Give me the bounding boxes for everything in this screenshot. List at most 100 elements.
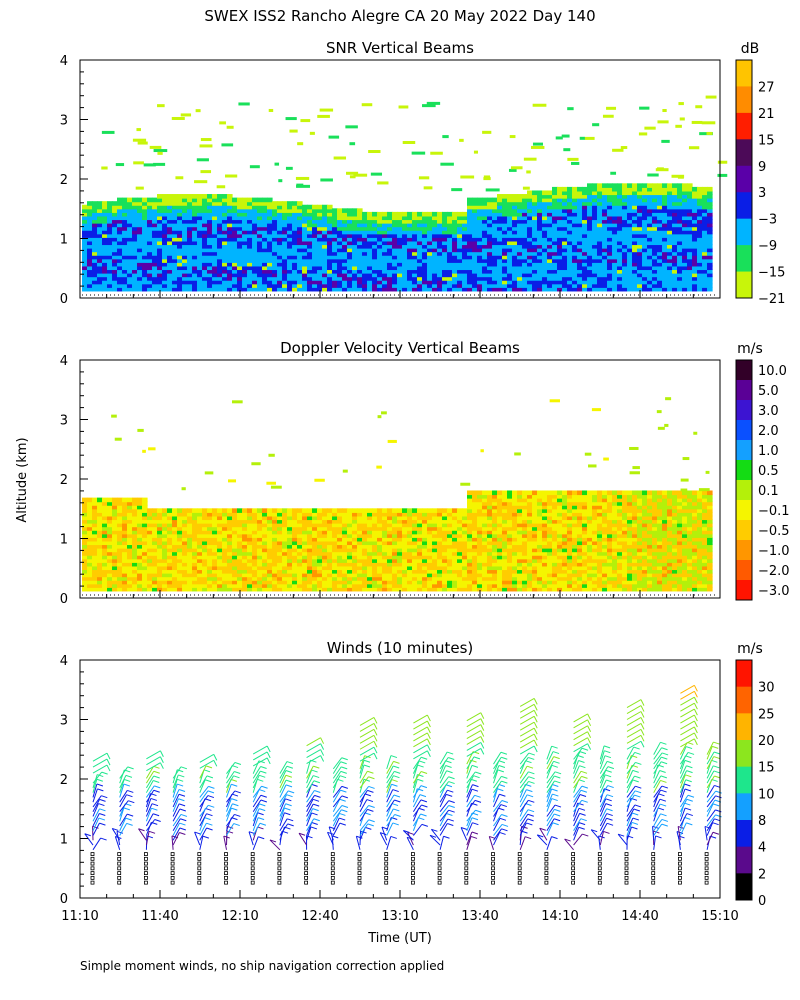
doppler-cell: [107, 511, 113, 517]
snr-cell: [332, 286, 338, 292]
snr-cell: [362, 261, 368, 267]
doppler-cell: [202, 522, 208, 528]
snr-cell: [257, 204, 263, 210]
doppler-cell: [297, 533, 303, 538]
snr-cell: [552, 201, 558, 206]
doppler-cell: [357, 515, 363, 521]
doppler-cell: [292, 576, 298, 581]
snr-cell: [347, 272, 353, 278]
snr-cell: [537, 279, 543, 285]
snr-cell: [697, 186, 703, 192]
doppler-cell: [307, 536, 313, 542]
snr-cell: [237, 276, 243, 281]
snr-cell: [217, 215, 223, 221]
snr-cell: [127, 215, 133, 221]
snr-cell: [312, 258, 318, 263]
snr-cell: [512, 283, 518, 288]
snr-cell: [307, 251, 313, 256]
snr-cell: [332, 265, 338, 271]
doppler-cell: [107, 529, 113, 535]
doppler-cell: [392, 536, 398, 542]
snr-cell: [422, 258, 428, 263]
snr-cell: [102, 254, 108, 260]
doppler-cell: [187, 551, 193, 556]
doppler-cell: [332, 583, 338, 588]
snr-cell: [87, 222, 93, 228]
snr-cell: [637, 251, 643, 256]
doppler-cell: [212, 529, 218, 535]
snr-cell: [172, 286, 178, 292]
snr-cell: [622, 261, 628, 267]
snr-cell: [637, 201, 643, 206]
snr-cell: [127, 219, 133, 224]
doppler-cell: [387, 529, 393, 535]
snr-cell: [512, 240, 518, 246]
snr-cell: [577, 219, 583, 224]
snr-cell: [617, 211, 623, 217]
snr-cell: [317, 261, 323, 267]
doppler-cell: [147, 572, 153, 578]
doppler-cell: [117, 586, 123, 592]
doppler-cell: [107, 501, 113, 506]
snr-cell: [122, 219, 128, 224]
doppler-cell: [352, 529, 358, 535]
snr-cell: [302, 204, 308, 210]
doppler-cell: [132, 572, 138, 578]
snr-cell: [482, 130, 492, 134]
snr-cell: [182, 229, 188, 235]
snr-cell: [467, 215, 473, 221]
snr-cell: [622, 208, 628, 213]
snr-cell: [702, 272, 708, 278]
doppler-cell: [122, 511, 128, 517]
snr-cell: [472, 211, 478, 217]
snr-cell: [347, 261, 353, 267]
snr-cell: [577, 276, 583, 281]
snr-cell: [157, 240, 163, 246]
doppler-cell: [82, 529, 88, 535]
snr-cell: [92, 244, 98, 249]
doppler-cell: [317, 511, 323, 517]
snr-cell: [162, 258, 168, 263]
snr-cell: [397, 251, 403, 256]
doppler-cell: [342, 586, 348, 592]
doppler-cell: [207, 533, 213, 538]
snr-cell: [582, 272, 588, 278]
doppler-cell: [357, 508, 363, 513]
snr-cell: [317, 251, 323, 256]
snr-cell: [377, 286, 383, 292]
snr-cell: [587, 215, 593, 221]
snr-cell: [107, 211, 113, 217]
snr-cell: [237, 251, 243, 256]
snr-cell: [202, 276, 208, 281]
snr-cell: [162, 251, 168, 256]
doppler-cell: [152, 540, 158, 546]
snr-cell: [157, 194, 163, 199]
snr-cell: [182, 251, 188, 256]
doppler-cell: [267, 558, 273, 563]
doppler-cell: [257, 515, 263, 521]
doppler-cell: [362, 536, 368, 542]
snr-cell: [507, 229, 513, 235]
doppler-cell: [292, 561, 298, 567]
snr-cell: [296, 184, 311, 188]
snr-cell: [567, 194, 573, 199]
snr-cell: [387, 219, 393, 224]
snr-cell: [252, 244, 258, 249]
doppler-cell: [237, 540, 243, 546]
snr-cell: [417, 272, 423, 278]
snr-cell: [387, 258, 393, 263]
snr-cell: [457, 251, 463, 256]
snr-cell: [332, 276, 338, 281]
snr-cell: [182, 265, 188, 271]
snr-cell: [392, 233, 398, 238]
doppler-cell: [197, 519, 203, 524]
snr-cell: [162, 226, 168, 231]
snr-cell: [572, 261, 578, 267]
snr-cell: [332, 233, 338, 238]
snr-cell: [432, 247, 438, 253]
doppler-cell: [312, 586, 318, 592]
snr-cell: [322, 279, 328, 285]
snr-cell: [312, 222, 318, 228]
snr-cell: [117, 251, 123, 256]
doppler-cell: [167, 565, 173, 571]
